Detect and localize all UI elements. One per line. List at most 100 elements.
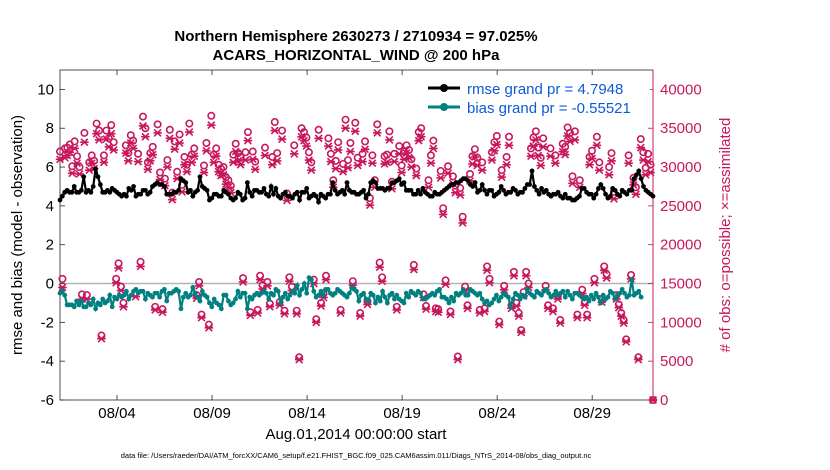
obs-possible-marker	[383, 150, 392, 159]
rmse-point	[124, 193, 129, 199]
rmse-point	[131, 184, 136, 189]
rmse-point	[90, 184, 96, 189]
obs-assimilated-marker	[219, 170, 228, 179]
bias-point	[76, 302, 82, 308]
y-right-tick-label: 35000	[660, 120, 702, 137]
rmse-point	[93, 166, 98, 172]
rmse-point	[316, 199, 321, 205]
rmse-point	[532, 184, 537, 189]
bias-point	[510, 296, 516, 302]
obs-assimilated-marker	[497, 173, 506, 182]
rmse-point	[271, 191, 276, 197]
obs-possible-marker	[251, 157, 260, 166]
rmse-point	[418, 191, 423, 197]
bias-point	[109, 304, 115, 310]
rmse-point	[204, 187, 210, 193]
bias-point	[183, 290, 189, 296]
bias-point	[107, 292, 113, 298]
rmse-point	[188, 187, 193, 193]
rmse-point	[477, 187, 483, 193]
obs-possible-marker	[212, 144, 221, 153]
bias-point	[311, 288, 317, 294]
obs-assimilated-marker	[587, 154, 597, 163]
bias-point	[233, 296, 238, 302]
bias-point	[484, 298, 490, 304]
rmse-point	[555, 189, 561, 195]
right-axis: 0 5000 10000 15000 20000 25000 30000 35000 40000	[648, 70, 702, 409]
obs-assimilated-marker	[570, 135, 580, 144]
bias-point	[216, 302, 222, 308]
obs-possible-marker	[241, 148, 250, 157]
bias-point	[406, 294, 412, 300]
rmse-point	[629, 187, 635, 193]
bias-point	[280, 294, 286, 300]
obs-possible-marker	[68, 162, 77, 171]
obs-assimilated-marker	[209, 158, 218, 167]
obs-possible-marker	[273, 149, 282, 158]
obs-possible-marker	[141, 124, 150, 133]
obs-possible-marker	[163, 156, 172, 165]
bias-point	[588, 292, 594, 298]
obs-possible-marker	[361, 137, 370, 146]
y-right-tick-label: 30000	[660, 159, 702, 176]
bias-point	[354, 288, 359, 294]
rmse-point	[482, 187, 487, 193]
rmse-point	[282, 189, 288, 195]
obs-assimilated-marker	[516, 328, 526, 337]
obs-assimilated-marker	[116, 286, 126, 295]
rmse-point	[472, 180, 478, 185]
x-tick-label: 08/24	[478, 405, 516, 422]
obs-assimilated-marker	[438, 210, 448, 219]
y-right-tick-label: 15000	[660, 276, 702, 293]
obs-assimilated-marker	[307, 166, 316, 175]
rmse-point	[591, 195, 597, 201]
bias-point	[93, 306, 98, 312]
obs-assimilated-marker	[392, 305, 402, 314]
obs-assimilated-marker	[263, 281, 272, 290]
obs-assimilated-marker	[70, 144, 79, 153]
bias-point	[586, 298, 592, 304]
obs-assimilated-marker	[548, 307, 558, 316]
bias-point	[629, 277, 635, 283]
bias-point	[309, 277, 314, 283]
y-left-tick-label: 10	[37, 81, 54, 98]
rmse-point	[142, 187, 148, 193]
obs-possible-marker	[546, 144, 555, 153]
obs-assimilated-marker	[631, 190, 641, 199]
rmse-point	[69, 189, 75, 195]
y-left-tick-label: -2	[41, 314, 54, 331]
obs-assimilated-marker	[599, 266, 609, 275]
obs-possible-marker	[444, 162, 453, 171]
obs-assimilated-marker	[538, 142, 548, 151]
obs-assimilated-marker	[290, 149, 299, 158]
obs-assimilated-marker	[346, 147, 355, 156]
obs-possible-marker	[470, 145, 479, 154]
bias-point	[209, 304, 215, 310]
obs-assimilated-marker	[377, 277, 387, 286]
obs-possible-marker	[436, 166, 445, 175]
legend: rmse grand pr = 4.7948 bias grand pr = -…	[424, 75, 650, 117]
bias-point	[356, 298, 362, 304]
obs-assimilated-marker	[546, 152, 555, 161]
obs-possible-marker	[90, 156, 99, 165]
bias-point	[157, 294, 163, 300]
obs-assimilated-marker	[260, 151, 270, 160]
rmse-point	[294, 189, 300, 195]
obs-assimilated-marker	[314, 134, 323, 143]
bias-point	[465, 292, 471, 298]
rmse-point	[97, 182, 103, 187]
obs-possible-marker	[185, 119, 194, 128]
bias-point	[361, 290, 367, 296]
obs-assimilated-marker	[621, 337, 631, 346]
bias-point	[593, 290, 599, 296]
obs-assimilated-marker	[148, 150, 157, 159]
obs-assimilated-marker	[531, 135, 541, 144]
obs-possible-marker	[505, 132, 514, 141]
obs-possible-marker	[341, 115, 350, 124]
obs-assimilated-marker	[246, 311, 255, 320]
obs-possible-marker	[478, 158, 487, 167]
obs-assimilated-marker	[238, 278, 248, 286]
obs-assimilated-marker	[453, 355, 463, 364]
bias-point	[569, 296, 575, 302]
obs-possible-marker	[343, 156, 352, 165]
